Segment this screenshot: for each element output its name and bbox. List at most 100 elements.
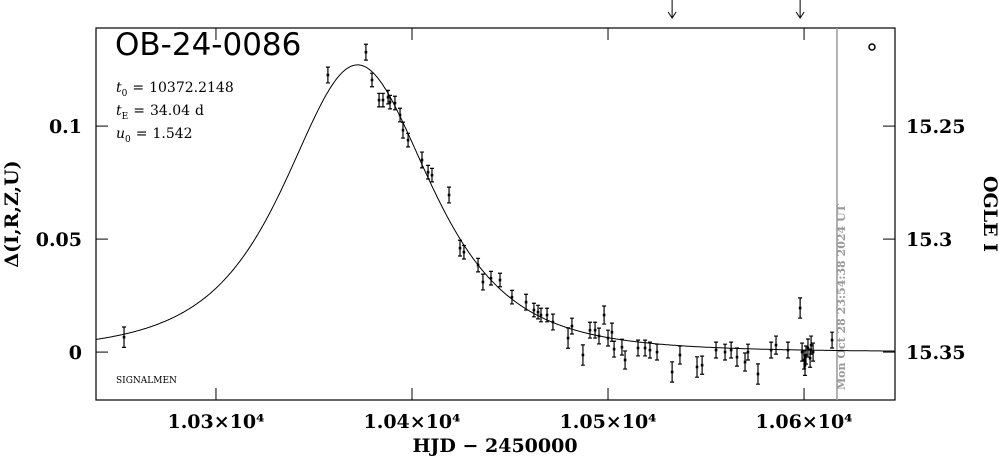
param-eq: = [136,126,148,142]
data-point [370,78,374,82]
y-tick-label: 0.05 [36,229,82,251]
data-point [786,348,790,352]
data-point [398,113,402,117]
param-sub: E [122,112,129,122]
param-unit: d [195,103,204,119]
x-tick-label: 1.04×10⁴ [364,411,461,433]
data-point [539,313,543,317]
data-point [476,263,480,267]
data-point [581,353,585,357]
data-point [536,310,540,314]
data-point [806,346,810,350]
data-point [381,98,385,102]
data-point [606,336,610,340]
data-point [714,348,718,352]
data-point [532,308,536,312]
y-tick-label: 0.1 [49,116,82,138]
data-point [809,343,813,347]
data-point [808,356,812,360]
arrow [795,0,805,19]
y2-tick-label: 15.3 [906,229,952,251]
data-point [545,313,549,317]
data-point [798,306,802,310]
data-point [620,345,624,349]
data-point [386,95,390,99]
data-point [800,350,804,354]
y-axis-label: Δ(I,R,Z,U) [1,160,23,267]
data-point [670,370,674,374]
x-tick-label: 1.05×10⁴ [560,411,657,433]
param-sub: 0 [125,135,131,145]
param-symbol: t [116,80,122,96]
param-symbol: u [116,126,125,142]
plot-frame [95,27,896,401]
param-value: 34.04 [150,103,190,119]
data-point [510,295,514,299]
data-point [458,246,462,250]
data-point [326,73,330,77]
data-point [743,360,747,364]
model-param: tE = 34.04 d [116,103,204,122]
data-point [593,328,597,332]
data-point [462,250,466,254]
data-point [769,348,773,352]
data-point [830,338,834,342]
data-point [570,324,574,328]
data-point [393,101,397,105]
data-point [364,50,368,54]
chart-title: OB-24-0086 [115,27,301,63]
data-point [524,300,528,304]
data-point [420,158,424,162]
param-value: 10372.2148 [149,80,234,96]
data-point [377,98,381,102]
data-point [746,350,750,354]
data-point [774,343,778,347]
y2-tick-label: 15.35 [906,342,966,364]
model-param: t0 = 10372.2148 [116,80,234,99]
data-point [406,138,410,142]
data-point [426,170,430,174]
param-eq: = [132,80,144,96]
data-point [602,313,606,317]
data-point [623,358,627,362]
data-point [804,353,808,357]
data-point [643,346,647,350]
arrow [667,0,677,19]
x-tick-label: 1.06×10⁴ [756,411,853,433]
data-point [655,350,659,354]
data-point [588,328,592,332]
data-point [648,348,652,352]
x-tick-label: 1.03×10⁴ [167,411,264,433]
x-axis-label: HJD − 2450000 [412,435,577,457]
data-point [723,350,727,354]
param-sub: 0 [122,89,128,99]
now-label: Mon Oct 28 23:54:38 2024 UT [835,203,848,390]
data-point [447,193,451,197]
model-curve [95,64,895,352]
data-point [803,363,807,367]
data-point [735,355,739,359]
model-param: u0 = 1.542 [116,126,193,145]
footnote: SIGNALMEN [116,376,177,386]
y2-tick-label: 15.25 [906,116,966,138]
data-point [811,350,815,354]
data-point [700,363,704,367]
y-tick-label: 0 [69,342,82,364]
data-point [678,353,682,357]
data-point [489,276,493,280]
data-point [430,173,434,177]
data-point [610,330,614,334]
data-point [612,347,616,351]
data-point [122,335,126,339]
param-symbol: t [116,103,122,119]
param-eq: = [133,103,145,119]
data-point [566,336,570,340]
data-point [695,365,699,369]
data-point [756,372,760,376]
y2-axis-label: OGLE I [979,176,999,252]
data-point [802,358,806,362]
data-point [388,100,392,104]
data-point [401,128,405,132]
data-point [636,346,640,350]
